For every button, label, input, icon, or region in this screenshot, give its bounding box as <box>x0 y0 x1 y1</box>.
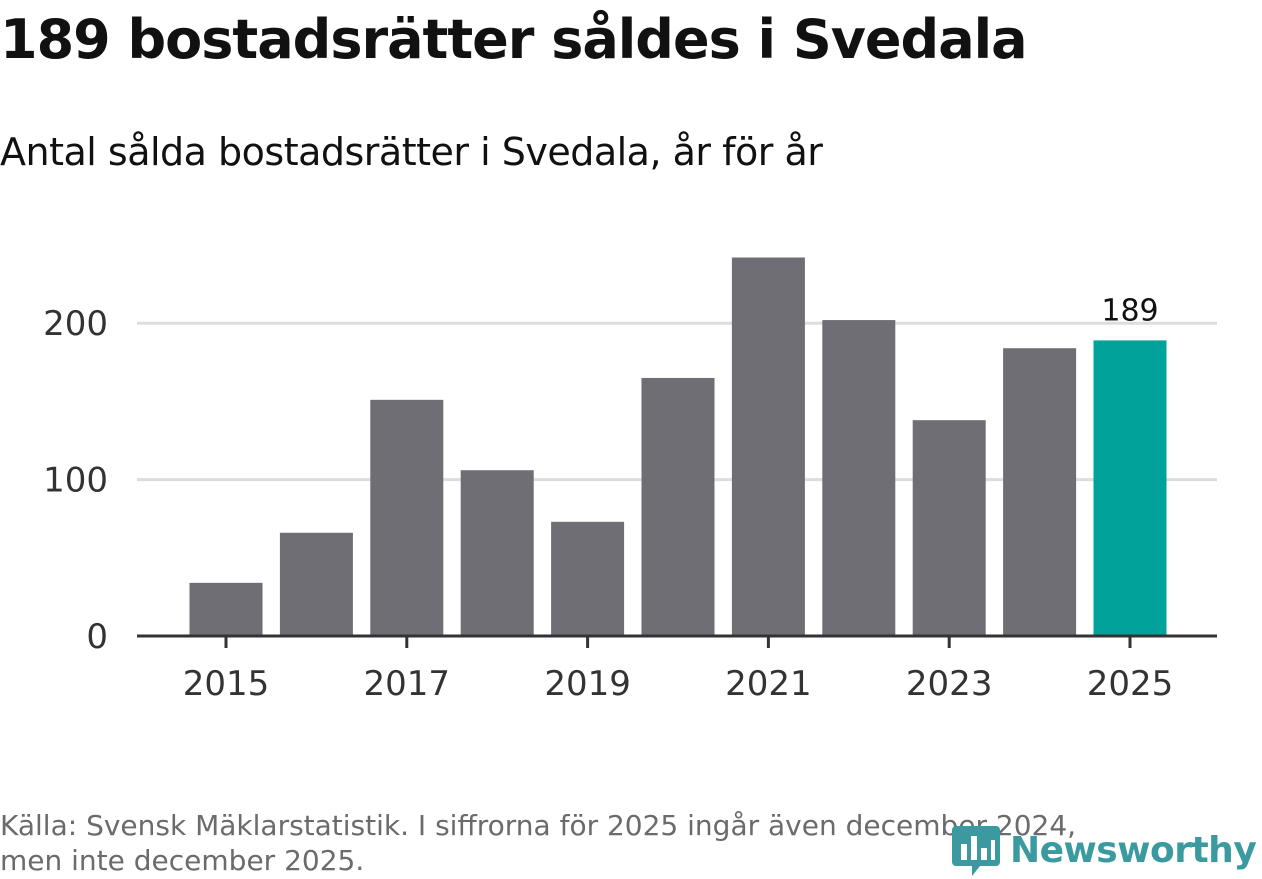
bar-2023 <box>912 420 986 636</box>
bar-2025 <box>1093 340 1167 636</box>
newsworthy-logo[interactable]: Newsworthy <box>950 822 1257 878</box>
y-tick-label-100: 100 <box>43 461 108 501</box>
chart-title: 189 bostadsrätter såldes i Svedala <box>0 8 1028 71</box>
bar-2018 <box>460 470 534 636</box>
bar-2019 <box>551 521 625 636</box>
newsworthy-logo-icon <box>952 826 1000 876</box>
bar-2020 <box>641 377 715 636</box>
x-tick-label-2019: 2019 <box>544 664 631 704</box>
x-axis <box>137 634 1217 648</box>
bars <box>189 257 1167 636</box>
x-tick-label-2017: 2017 <box>364 664 451 704</box>
newsworthy-logo-text: Newsworthy <box>1010 829 1257 871</box>
data-label-2025: 189 <box>1101 293 1158 328</box>
bar-2024 <box>1003 348 1077 636</box>
y-tick-label-200: 200 <box>43 304 108 344</box>
bar-2015 <box>189 582 263 636</box>
bar-2021 <box>731 257 805 636</box>
tick-labels: 0 100 200 189 2015 2017 2019 2021 2023 2025 <box>43 293 1173 704</box>
source-note: Källa: Svensk Mäklarstatistik. I siffror… <box>0 808 1200 878</box>
source-note-line-1: Källa: Svensk Mäklarstatistik. I siffror… <box>0 809 1077 842</box>
y-tick-label-0: 0 <box>86 617 108 657</box>
bar-chart: 0 100 200 189 2015 2017 2019 2021 2023 2025 <box>43 257 1217 704</box>
x-tick-label-2021: 2021 <box>725 664 812 704</box>
bar-2017 <box>370 399 444 636</box>
x-tick-label-2025: 2025 <box>1087 664 1174 704</box>
x-tick-label-2015: 2015 <box>183 664 270 704</box>
source-note-line-2: men inte december 2025. <box>0 844 365 877</box>
x-tick-label-2023: 2023 <box>906 664 993 704</box>
bar-2016 <box>279 532 353 636</box>
bar-2022 <box>822 320 896 636</box>
chart-subtitle: Antal sålda bostadsrätter i Svedala, år … <box>0 130 823 174</box>
